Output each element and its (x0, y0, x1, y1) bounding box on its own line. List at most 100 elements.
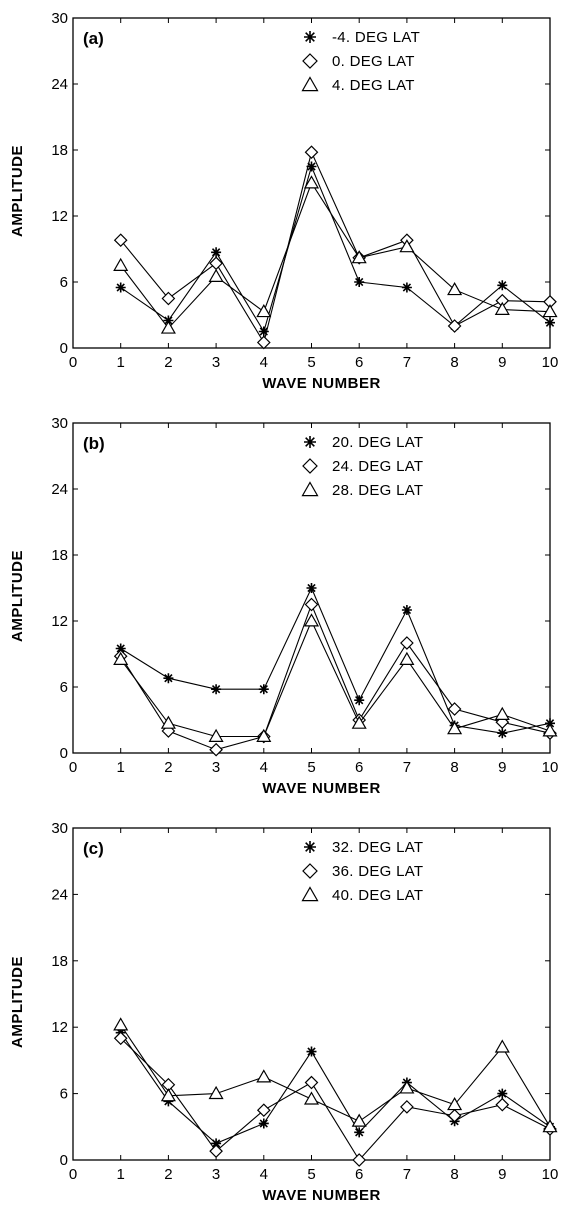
data-point (303, 613, 320, 627)
legend: 32. DEG LAT 36. DEG LAT 40. DEG LAT (301, 839, 423, 904)
data-point (163, 1096, 174, 1107)
data-point (161, 291, 176, 306)
series-line (120, 1037, 551, 1161)
data-point (542, 303, 558, 318)
x-tick-label: 9 (498, 759, 506, 776)
x-tick-label: 0 (69, 354, 77, 371)
data-point (208, 268, 224, 282)
data-point (256, 728, 272, 742)
x-tick-label: 9 (498, 1166, 506, 1183)
x-tick-label: 10 (542, 759, 559, 776)
y-tick-label: 30 (51, 10, 68, 27)
data-point (497, 728, 508, 739)
y-tick-label: 24 (51, 481, 68, 498)
data-point (351, 715, 367, 729)
data-point (494, 1039, 510, 1053)
x-tick-label: 5 (307, 354, 315, 371)
y-tick-label: 18 (51, 953, 68, 970)
series-2 (113, 1031, 557, 1167)
x-tick-label: 1 (117, 1166, 125, 1183)
data-point (211, 684, 222, 695)
data-point (256, 303, 272, 318)
x-tick-label: 7 (403, 1166, 411, 1183)
x-tick-label: 4 (260, 1166, 268, 1183)
x-tick-label: 9 (498, 354, 506, 371)
series-line (120, 619, 551, 738)
legend-entry: 32. DEG LAT (332, 839, 423, 856)
x-tick-label: 5 (307, 759, 315, 776)
y-tick-label: 0 (60, 745, 68, 762)
y-tick-label: 0 (60, 1152, 68, 1169)
data-point (354, 695, 365, 706)
series-line (120, 602, 551, 751)
legend-entry: 20. DEG LAT (332, 434, 423, 451)
y-tick-label: 0 (60, 340, 68, 357)
data-point (258, 684, 269, 695)
data-point (304, 597, 319, 612)
legend-entry: -4. DEG LAT (332, 29, 420, 46)
data-point (256, 335, 271, 350)
x-tick-label: 1 (117, 759, 125, 776)
x-tick-label: 3 (212, 759, 220, 776)
data-point (211, 1138, 222, 1149)
y-tick-label: 6 (60, 1086, 68, 1103)
data-point (354, 277, 365, 287)
x-tick-label: 1 (117, 354, 125, 371)
data-point (113, 233, 128, 248)
data-point (447, 721, 463, 735)
y-tick-label: 12 (51, 208, 68, 225)
data-point (115, 643, 126, 654)
x-tick-label: 10 (542, 354, 559, 371)
data-point (497, 1088, 508, 1099)
x-tick-label: 8 (450, 759, 458, 776)
x-tick-label: 7 (403, 354, 411, 371)
data-point (399, 239, 415, 253)
series-3 (113, 613, 558, 742)
x-tick-label: 6 (355, 354, 363, 371)
data-point (401, 282, 412, 293)
data-point (447, 702, 462, 716)
series-line (120, 150, 551, 344)
data-point (113, 1031, 128, 1046)
x-tick-label: 3 (212, 354, 220, 371)
legend-entry: 36. DEG LAT (332, 863, 423, 880)
x-tick-label: 4 (260, 354, 268, 371)
legend: -4. DEG LAT 0. DEG LAT 4. DEG LAT (301, 29, 420, 94)
series-1 (115, 1027, 555, 1149)
data-point (542, 723, 558, 737)
x-tick-label: 8 (450, 354, 458, 371)
data-point (354, 1127, 365, 1138)
series-line (120, 1024, 551, 1128)
data-point (447, 281, 463, 296)
series-line (120, 586, 551, 734)
data-point (209, 742, 223, 757)
data-point (304, 145, 319, 160)
x-tick-label: 0 (69, 1166, 77, 1183)
series-3 (113, 175, 558, 334)
y-tick-label: 6 (60, 274, 68, 291)
x-axis-label: WAVE NUMBER (262, 375, 381, 392)
x-tick-label: 4 (260, 759, 268, 776)
x-tick-label: 10 (542, 1166, 559, 1183)
series-line (120, 181, 551, 330)
y-axis-label: AMPLITUDE (9, 550, 26, 642)
data-point (160, 320, 176, 334)
series-line (120, 1032, 551, 1145)
data-point (447, 319, 462, 333)
panel-label: (a) (83, 29, 104, 48)
legend-marker (302, 863, 318, 879)
data-point (160, 715, 176, 729)
legend-marker (302, 53, 318, 69)
data-point (352, 1153, 367, 1167)
x-tick-label: 7 (403, 759, 411, 776)
data-point (258, 1118, 269, 1129)
x-tick-label: 6 (355, 1166, 363, 1183)
legend-marker (304, 436, 316, 448)
y-tick-label: 24 (51, 886, 68, 903)
data-point (447, 1108, 462, 1123)
data-point (256, 1069, 272, 1083)
x-tick-label: 0 (69, 759, 77, 776)
